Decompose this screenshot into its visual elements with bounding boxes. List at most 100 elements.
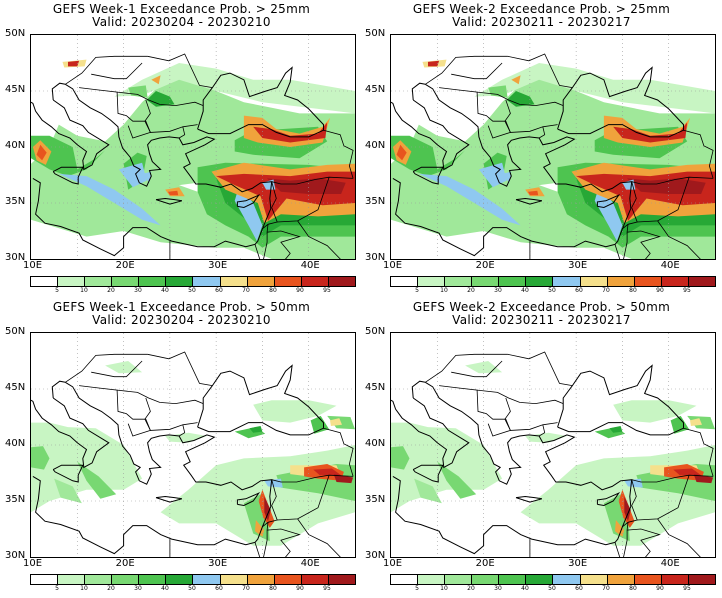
longitude-label: 20E xyxy=(475,558,495,569)
colorbar-label: 20 xyxy=(467,585,475,592)
probability-contour xyxy=(428,60,440,67)
colorbar-label: 95 xyxy=(683,585,691,592)
colorbar-swatch xyxy=(606,575,634,584)
colorbar-swatch xyxy=(391,575,418,584)
colorbar-swatch xyxy=(31,575,58,584)
probability-contour xyxy=(465,361,503,374)
country-border xyxy=(637,475,690,521)
coastline xyxy=(411,380,426,399)
latitude-label: 50N xyxy=(365,28,386,39)
colorbar-swatch xyxy=(579,277,607,286)
longitude-label: 10E xyxy=(383,260,403,271)
colorbar-label: 80 xyxy=(629,287,637,294)
colorbar-swatch xyxy=(660,277,688,286)
country-border xyxy=(277,475,330,521)
probability-map xyxy=(390,34,716,260)
colorbar-swatch xyxy=(391,277,418,286)
probability-contour xyxy=(414,478,442,504)
coastline xyxy=(155,197,183,205)
colorbar xyxy=(390,276,716,287)
longitude-label: 10E xyxy=(23,558,43,569)
probability-contour xyxy=(31,422,143,513)
probability-contour xyxy=(615,520,625,537)
colorbar-swatch xyxy=(57,277,85,286)
colorbar-swatch xyxy=(57,575,85,584)
colorbar-swatch xyxy=(498,277,526,286)
probability-contour xyxy=(396,144,407,161)
colorbar-swatch xyxy=(417,277,445,286)
colorbar-swatch xyxy=(246,575,274,584)
longitude-label: 40E xyxy=(660,558,680,569)
country-border xyxy=(657,518,701,557)
latitude-label: 50N xyxy=(365,326,386,337)
country-border xyxy=(683,129,714,179)
coastline xyxy=(425,83,633,245)
probability-contour xyxy=(146,91,175,107)
probability-contour xyxy=(105,361,143,374)
country-border xyxy=(439,87,511,139)
colorbar-label: 95 xyxy=(323,585,331,592)
colorbar-label: 70 xyxy=(602,585,610,592)
panel-valid-dates: Valid: 20230211 - 20230217 xyxy=(452,313,631,327)
country-border xyxy=(91,360,143,378)
colorbar-swatch xyxy=(84,277,112,286)
forecast-panel: GEFS Week-1 Exceedance Prob. > 50mm Valid… xyxy=(4,298,359,593)
country-border xyxy=(631,176,714,185)
probability-contour xyxy=(693,474,714,484)
colorbar-label: 40 xyxy=(521,287,529,294)
longitude-label: 30E xyxy=(208,558,228,569)
longitude-label: 20E xyxy=(115,558,135,569)
country-border xyxy=(178,424,186,437)
colorbar-label: 50 xyxy=(548,287,556,294)
colorbar-swatch xyxy=(300,575,328,584)
probability-contour xyxy=(77,461,117,499)
country-border xyxy=(277,177,330,223)
coastline xyxy=(391,99,470,171)
colorbar-swatch xyxy=(111,575,139,584)
coastline xyxy=(391,397,470,469)
colorbar-label: 70 xyxy=(242,287,250,294)
latitude-label: 40N xyxy=(5,140,26,151)
latitude-label: 35N xyxy=(5,196,26,207)
country-border xyxy=(79,385,151,437)
longitude-label: 10E xyxy=(23,260,43,271)
latitude-label: 30N xyxy=(365,550,386,561)
colorbar-label: 40 xyxy=(521,585,529,592)
colorbar-swatch xyxy=(138,277,166,286)
probability-contour xyxy=(36,144,47,161)
country-border xyxy=(297,518,341,557)
colorbar-label: 50 xyxy=(188,585,196,592)
colorbar-label: 5 xyxy=(55,287,59,294)
latitude-label: 45N xyxy=(5,84,26,95)
probability-contour xyxy=(128,85,148,98)
colorbar-label: 10 xyxy=(80,585,88,592)
latitude-label: 35N xyxy=(365,494,386,505)
country-border xyxy=(117,389,204,405)
country-border xyxy=(614,224,629,259)
longitude-label: 40E xyxy=(300,558,320,569)
latitude-label: 40N xyxy=(5,438,26,449)
colorbar-label: 50 xyxy=(548,585,556,592)
colorbar-swatch xyxy=(273,277,301,286)
colorbar-label: 90 xyxy=(656,287,664,294)
colorbar-label: 40 xyxy=(161,585,169,592)
colorbar-swatch xyxy=(165,277,193,286)
country-border xyxy=(451,360,503,378)
country-border xyxy=(538,126,546,139)
colorbar-label: 5 xyxy=(55,585,59,592)
latitude-label: 45N xyxy=(5,382,26,393)
longitude-label: 40E xyxy=(300,260,320,271)
country-border xyxy=(117,91,204,107)
country-border xyxy=(323,427,354,477)
colorbar-label: 70 xyxy=(242,585,250,592)
colorbar-label: 20 xyxy=(107,287,115,294)
coastline xyxy=(51,380,66,399)
probability-contour xyxy=(114,63,355,114)
colorbar-label: 10 xyxy=(440,585,448,592)
coastline xyxy=(425,381,633,543)
colorbar-swatch xyxy=(300,277,328,286)
colorbar-label: 70 xyxy=(602,287,610,294)
country-border xyxy=(477,91,564,107)
coastline xyxy=(197,364,324,436)
coastline xyxy=(236,194,261,209)
